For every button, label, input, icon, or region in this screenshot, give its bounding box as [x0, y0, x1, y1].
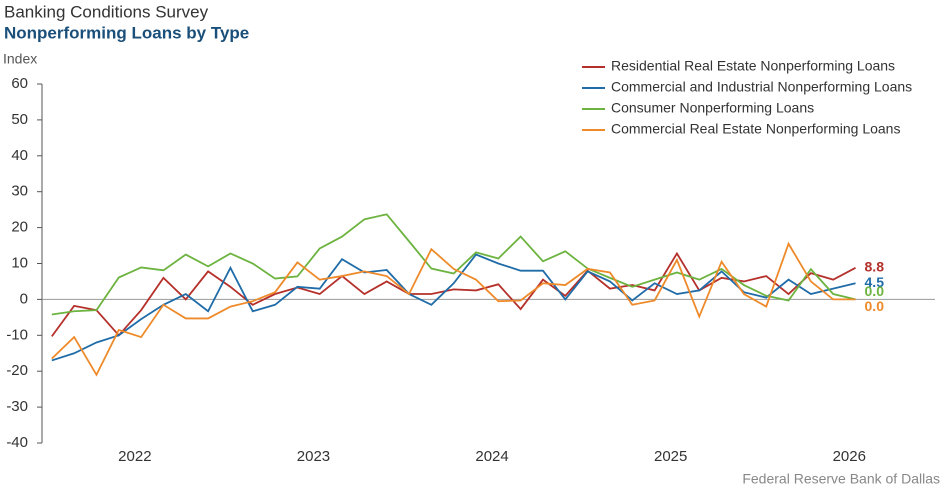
y-tick-label: -20 — [6, 362, 28, 379]
legend-label: Commercial and Industrial Nonperforming … — [611, 79, 912, 95]
end-label: 0.0 — [865, 298, 885, 314]
x-tick-label: 2025 — [654, 448, 687, 465]
series-line — [51, 251, 856, 337]
end-label: 0.0 — [865, 283, 885, 299]
y-tick-label: 30 — [11, 183, 28, 200]
y-tick-label: 20 — [11, 219, 28, 236]
y-tick-label: 10 — [11, 254, 28, 271]
end-label: 4.5 — [865, 274, 885, 290]
y-tick-label: 40 — [11, 147, 28, 164]
x-tick-label: 2026 — [833, 448, 866, 465]
series-line — [51, 213, 856, 316]
y-tick-label: -30 — [6, 398, 28, 415]
series-line — [51, 241, 856, 377]
legend-label: Commercial Real Estate Nonperforming Loa… — [611, 121, 900, 137]
x-tick-label: 2023 — [297, 448, 330, 465]
y-axis-label: Index — [3, 51, 37, 67]
legend-label: Residential Real Estate Nonperforming Lo… — [611, 58, 895, 74]
legend-label: Consumer Nonperforming Loans — [611, 100, 814, 116]
x-tick-label: 2022 — [118, 448, 151, 465]
y-tick-label: 50 — [11, 111, 28, 128]
y-tick-label: -10 — [6, 326, 28, 343]
source: Federal Reserve Bank of Dallas — [742, 471, 940, 487]
end-label: 8.8 — [865, 259, 885, 275]
x-tick-label: 2024 — [475, 448, 508, 465]
chart-title: Banking Conditions Survey — [4, 2, 209, 21]
y-tick-label: -40 — [6, 434, 28, 451]
y-tick-label: 60 — [11, 75, 28, 92]
chart-subtitle: Nonperforming Loans by Type — [4, 23, 249, 42]
y-tick-label: 0 — [20, 290, 28, 307]
series-line — [51, 253, 856, 362]
